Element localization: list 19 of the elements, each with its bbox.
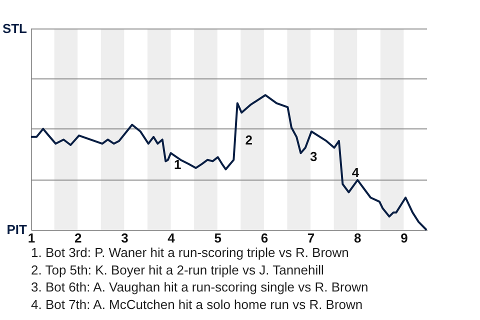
x-tick-label: 2 [74, 230, 82, 246]
text: 4. Bot 7th: A. McCutchen hit a solo home run vs R. Brown [31, 296, 363, 312]
annotation: 1 [174, 156, 182, 172]
x-tick-label: 1 [28, 230, 36, 246]
text: 2. Top 5th: K. Boyer hit a 2-run triple vs J. Tannehill [31, 262, 324, 278]
x-tick-label: 9 [400, 230, 408, 246]
text: 1. Bot 3rd: P. Waner hit a run-scoring triple vs R. Brown [31, 245, 349, 260]
x-tick-label: 3 [121, 230, 128, 246]
x-tick-label: 5 [214, 230, 222, 246]
annotation: 2 [245, 132, 252, 148]
x-tick-label: 8 [354, 230, 362, 246]
x-tick-label: 6 [260, 230, 268, 246]
text: PIT [6, 222, 28, 237]
x-tick-label: 7 [307, 230, 315, 246]
text: STL [2, 21, 28, 36]
text: 3. Bot 6th: A. Vaughan hit a run-scoring single vs R. Brown [31, 280, 368, 295]
annotation: 4 [352, 164, 360, 180]
x-tick-label: 4 [168, 230, 176, 246]
annotation: 3 [310, 148, 318, 164]
